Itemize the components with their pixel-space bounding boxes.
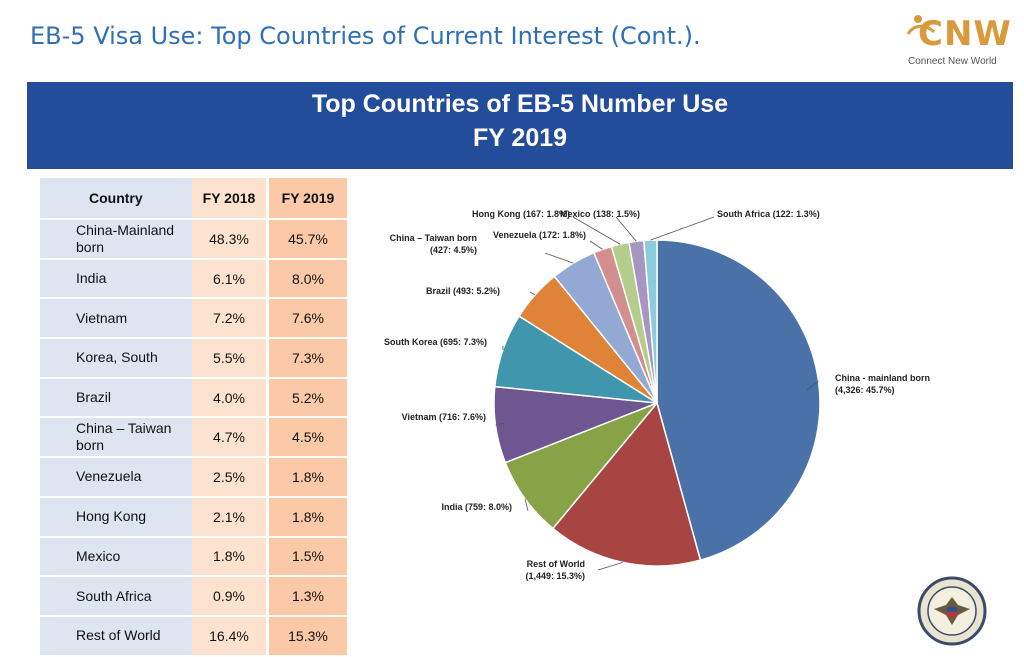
cell-fy2018: 6.1% — [192, 260, 266, 300]
leader-line-10 — [650, 217, 714, 240]
cell-fy2018: 2.1% — [192, 498, 266, 538]
cell-country: China-Mainland born — [40, 220, 192, 260]
leader-line-9 — [616, 217, 636, 241]
leader-line-7 — [590, 241, 603, 249]
cell-country: Mexico — [40, 538, 192, 578]
data-label-9: Mexico (138: 1.5%) — [560, 209, 640, 219]
data-label-10: South Africa (122: 1.3%) — [717, 209, 820, 219]
cnw-logo: CNW Connect New World — [900, 12, 1010, 70]
data-label-0: China - mainland born(4,326: 45.7%) — [835, 373, 930, 395]
state-department-seal-icon — [912, 575, 992, 647]
cell-fy2019: 1.3% — [266, 577, 347, 617]
header-fy2019: FY 2019 — [266, 178, 347, 220]
banner-subtitle: FY 2019 — [27, 124, 1013, 153]
cell-fy2019: 5.2% — [266, 379, 347, 419]
logo-tagline: Connect New World — [908, 56, 997, 67]
leader-line-6 — [545, 253, 573, 263]
data-label-7: Venezuela (172: 1.8%) — [493, 230, 586, 240]
cell-country: Vietnam — [40, 299, 192, 339]
cell-fy2018: 7.2% — [192, 299, 266, 339]
data-label-6: China – Taiwan born(427: 4.5%) — [390, 233, 477, 255]
cell-fy2019: 4.5% — [266, 418, 347, 458]
pie-chart: China - mainland born(4,326: 45.7%) Rest … — [360, 195, 1000, 615]
data-label-8: Hong Kong (167: 1.8%) — [472, 209, 570, 219]
cell-fy2019: 1.5% — [266, 538, 347, 578]
table-header-row: Country FY 2018 FY 2019 — [40, 178, 347, 220]
cell-fy2019: 15.3% — [266, 617, 347, 657]
comparison-table: Country FY 2018 FY 2019 China-Mainland b… — [40, 178, 347, 657]
leader-line-5 — [530, 292, 535, 295]
cell-country: Brazil — [40, 379, 192, 419]
cell-country: South Africa — [40, 577, 192, 617]
data-label-4: South Korea (695: 7.3%) — [384, 337, 487, 347]
cell-fy2019: 45.7% — [266, 220, 347, 260]
cell-country: India — [40, 260, 192, 300]
data-label-2: India (759: 8.0%) — [441, 502, 512, 512]
data-label-3: Vietnam (716: 7.6%) — [402, 412, 486, 422]
slide-title: EB-5 Visa Use: Top Countries of Current … — [30, 22, 701, 50]
cell-fy2018: 5.5% — [192, 339, 266, 379]
header-country: Country — [40, 178, 192, 220]
cell-fy2018: 1.8% — [192, 538, 266, 578]
cell-fy2018: 4.7% — [192, 418, 266, 458]
cell-country: Hong Kong — [40, 498, 192, 538]
cell-fy2019: 7.6% — [266, 299, 347, 339]
cell-country: Korea, South — [40, 339, 192, 379]
banner-title: Top Countries of EB-5 Number Use — [27, 90, 1013, 119]
leader-line-1 — [598, 562, 623, 570]
cell-fy2018: 48.3% — [192, 220, 266, 260]
logo-wordmark: CNW — [918, 14, 1012, 54]
cell-country: Venezuela — [40, 458, 192, 498]
cell-fy2018: 0.9% — [192, 577, 266, 617]
cell-fy2018: 4.0% — [192, 379, 266, 419]
cell-fy2018: 2.5% — [192, 458, 266, 498]
cell-fy2018: 16.4% — [192, 617, 266, 657]
data-label-1: Rest of World(1,449: 15.3%) — [525, 559, 585, 581]
header-fy2018: FY 2018 — [192, 178, 266, 220]
data-label-5: Brazil (493: 5.2%) — [426, 286, 500, 296]
title-banner: Top Countries of EB-5 Number Use FY 2019 — [27, 82, 1013, 169]
cell-fy2019: 8.0% — [266, 260, 347, 300]
cell-country: China – Taiwan born — [40, 418, 192, 458]
cell-country: Rest of World — [40, 617, 192, 657]
cell-fy2019: 1.8% — [266, 498, 347, 538]
cell-fy2019: 7.3% — [266, 339, 347, 379]
cell-fy2019: 1.8% — [266, 458, 347, 498]
